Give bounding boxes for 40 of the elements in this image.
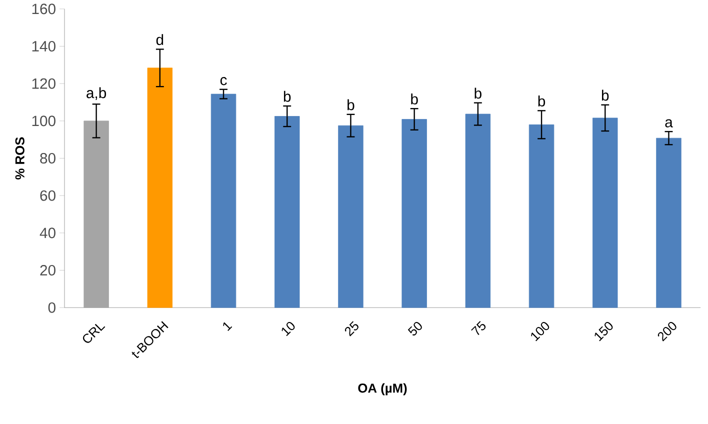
x-tick-label: 150: [594, 322, 613, 342]
y-tick-label: 100: [32, 116, 56, 126]
bar: [210, 94, 236, 308]
x-tick-label: 10: [282, 322, 295, 336]
x-axis-title: OA (µM): [358, 383, 407, 396]
y-tick-label: 40: [40, 228, 56, 238]
annotation: d: [156, 34, 164, 46]
bar: [84, 120, 109, 308]
annotation: b: [411, 94, 418, 105]
bar: [402, 119, 427, 308]
bar: [147, 68, 173, 308]
bar: [274, 116, 300, 308]
annotation: c: [220, 77, 227, 86]
bar: [465, 114, 491, 308]
bar: [528, 124, 554, 308]
x-tick-label: 100: [531, 322, 550, 342]
bar: [338, 126, 364, 308]
annotation: b: [474, 88, 482, 99]
x-tick-label: 1: [223, 322, 232, 332]
annotation: b: [538, 96, 546, 107]
x-tick-label: 25: [344, 321, 358, 337]
y-tick-label: 140: [32, 41, 56, 52]
y-tick-label: 160: [32, 4, 56, 14]
annotation: b: [348, 99, 354, 110]
annotation: a: [665, 119, 673, 128]
y-tick-label: 0: [48, 302, 56, 314]
x-tick-label: 50: [408, 322, 422, 336]
x-tick-label: 200: [658, 322, 676, 342]
annotation: b: [602, 90, 609, 101]
annotation: b: [284, 91, 291, 102]
y-tick-label: 120: [32, 78, 56, 90]
bar: [656, 138, 682, 308]
x-tick-label: 75: [471, 321, 486, 336]
y-tick-label: 20: [40, 265, 56, 276]
annotation: a,b: [86, 87, 106, 100]
x-tick-label: CRL: [82, 324, 106, 344]
y-tick-label: 80: [40, 153, 56, 164]
bar: [592, 118, 618, 308]
y-tick-label: 60: [40, 190, 56, 202]
y-axis-title: % ROS: [15, 137, 24, 180]
